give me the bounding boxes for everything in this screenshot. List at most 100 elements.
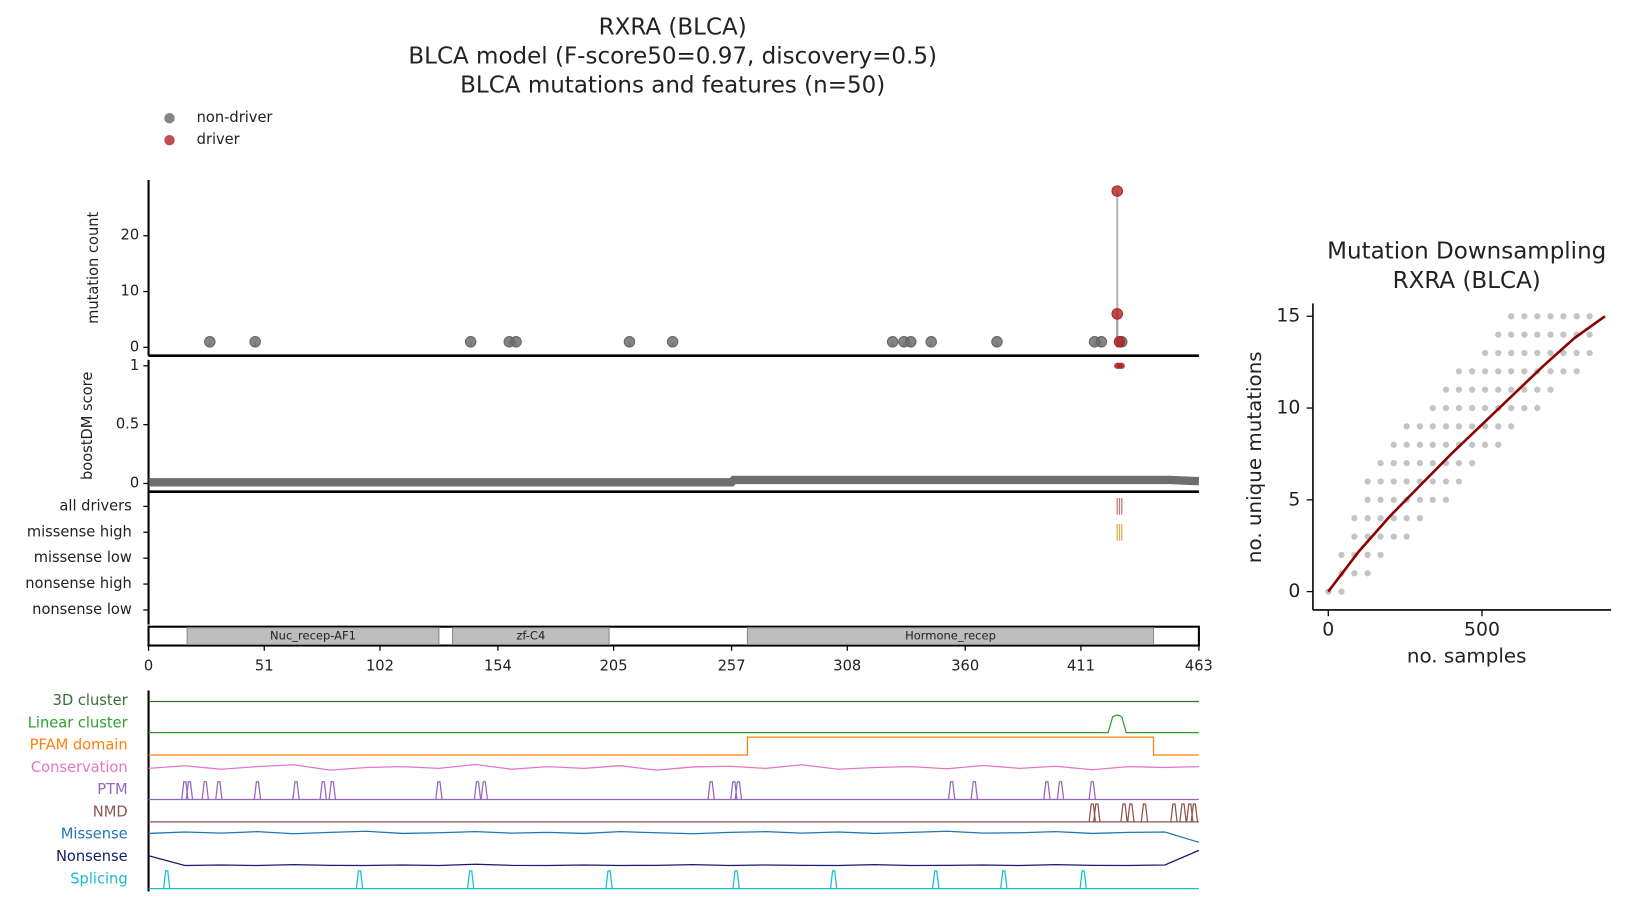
track-spike <box>1179 803 1187 822</box>
track-spike <box>328 781 337 800</box>
track-spike <box>732 870 740 889</box>
chart-title: Mutation Downsampling <box>1327 239 1606 265</box>
sample-point <box>1429 441 1436 448</box>
sample-point <box>1455 478 1463 485</box>
sample-point <box>1534 349 1541 357</box>
sample-point <box>1377 478 1384 485</box>
sample-point <box>1377 551 1384 559</box>
sample-point <box>1455 368 1463 375</box>
track-spike <box>215 781 223 800</box>
row-label: nonsense high <box>25 575 132 592</box>
sample-point <box>1508 331 1515 338</box>
sample-point <box>1547 313 1554 320</box>
sample-point <box>1495 331 1502 338</box>
sample-point <box>1508 313 1515 320</box>
sample-point <box>1469 441 1476 448</box>
legend-label: driver <box>197 131 241 148</box>
row-label: nonsense low <box>32 601 132 618</box>
track-spike <box>1120 803 1128 822</box>
mutation-point <box>1095 336 1108 348</box>
sample-point <box>1573 368 1580 375</box>
sample-point <box>1377 533 1384 540</box>
mutation-point <box>623 336 636 348</box>
sample-point <box>1469 404 1476 412</box>
track-spike <box>1127 803 1135 822</box>
mutation-point <box>991 336 1003 348</box>
track-spike <box>970 781 979 800</box>
sample-point <box>1455 386 1463 393</box>
sample-point <box>1495 441 1502 448</box>
sample-point <box>1521 368 1528 375</box>
track-spike <box>707 781 715 800</box>
sample-point <box>1560 368 1567 375</box>
track-label: Splicing <box>70 870 127 887</box>
row-label: all drivers <box>59 497 131 514</box>
y-tick-label: 5 <box>1288 489 1300 510</box>
sample-point <box>1442 423 1450 430</box>
sample-point <box>1442 404 1450 412</box>
track-spike <box>162 870 171 889</box>
track-label: Missense <box>61 826 128 843</box>
fit-line <box>1327 315 1606 593</box>
x-tick-label: 205 <box>600 657 628 674</box>
sample-point <box>1560 331 1567 338</box>
sample-point <box>1364 515 1371 522</box>
track-label: 3D cluster <box>53 692 129 709</box>
row-label: missense high <box>27 523 132 540</box>
domain <box>746 627 1155 646</box>
track-spike <box>1079 870 1087 889</box>
sample-point <box>1429 478 1436 485</box>
mutation-point <box>925 336 937 348</box>
y-tick-label: 0 <box>1288 581 1300 602</box>
sample-point <box>1351 570 1358 577</box>
sample-point <box>1455 404 1463 412</box>
sample-point <box>1481 404 1489 412</box>
track-line <box>148 736 1199 756</box>
x-tick-label: 102 <box>366 657 394 674</box>
y-tick-label: 20 <box>121 227 140 244</box>
track-label: NMD <box>93 803 128 820</box>
track-spike <box>253 781 262 800</box>
chart-title: BLCA mutations and features (n=50) <box>460 72 885 98</box>
sample-point <box>1416 496 1424 503</box>
y-tick-label: 0.5 <box>116 416 139 433</box>
sample-point <box>1377 496 1384 503</box>
sample-point <box>1586 313 1593 320</box>
sample-point <box>1560 349 1567 357</box>
sample-point <box>1534 404 1541 412</box>
sample-point <box>1429 459 1436 467</box>
track-line <box>148 714 1199 734</box>
sample-point <box>1481 368 1489 375</box>
y-tick-label: 1 <box>130 357 139 374</box>
sample-point <box>1521 313 1528 320</box>
track-spike <box>355 870 364 889</box>
sample-point <box>1377 515 1384 522</box>
sample-point <box>1495 423 1502 430</box>
domain-label: Hormone_recep <box>905 629 996 643</box>
domain-label: Nuc_recep-AF1 <box>270 629 356 643</box>
sample-point <box>1416 423 1424 430</box>
sample-point <box>1534 313 1541 320</box>
sample-point <box>1547 349 1554 357</box>
y-axis-label: no. unique mutations <box>1243 351 1266 563</box>
sample-point <box>1442 441 1450 448</box>
sample-point <box>1508 368 1515 375</box>
sample-point <box>1455 459 1463 467</box>
legend-marker <box>164 134 175 146</box>
sample-point <box>1416 515 1424 522</box>
sample-point <box>1481 349 1489 357</box>
y-axis-label: boostDM score <box>79 372 96 480</box>
sample-point <box>1573 313 1580 320</box>
sample-point <box>1547 386 1554 393</box>
sample-point <box>1429 423 1436 430</box>
mutation-point <box>1111 308 1123 320</box>
track-spike <box>466 870 475 889</box>
x-tick-label: 257 <box>718 657 746 674</box>
sample-point <box>1390 441 1397 448</box>
track-spike <box>931 870 940 889</box>
y-tick-label: 0 <box>130 474 139 491</box>
track-spike <box>201 781 210 800</box>
score-band <box>148 475 1200 487</box>
sample-point <box>1508 423 1515 430</box>
track-spike <box>1140 803 1149 822</box>
